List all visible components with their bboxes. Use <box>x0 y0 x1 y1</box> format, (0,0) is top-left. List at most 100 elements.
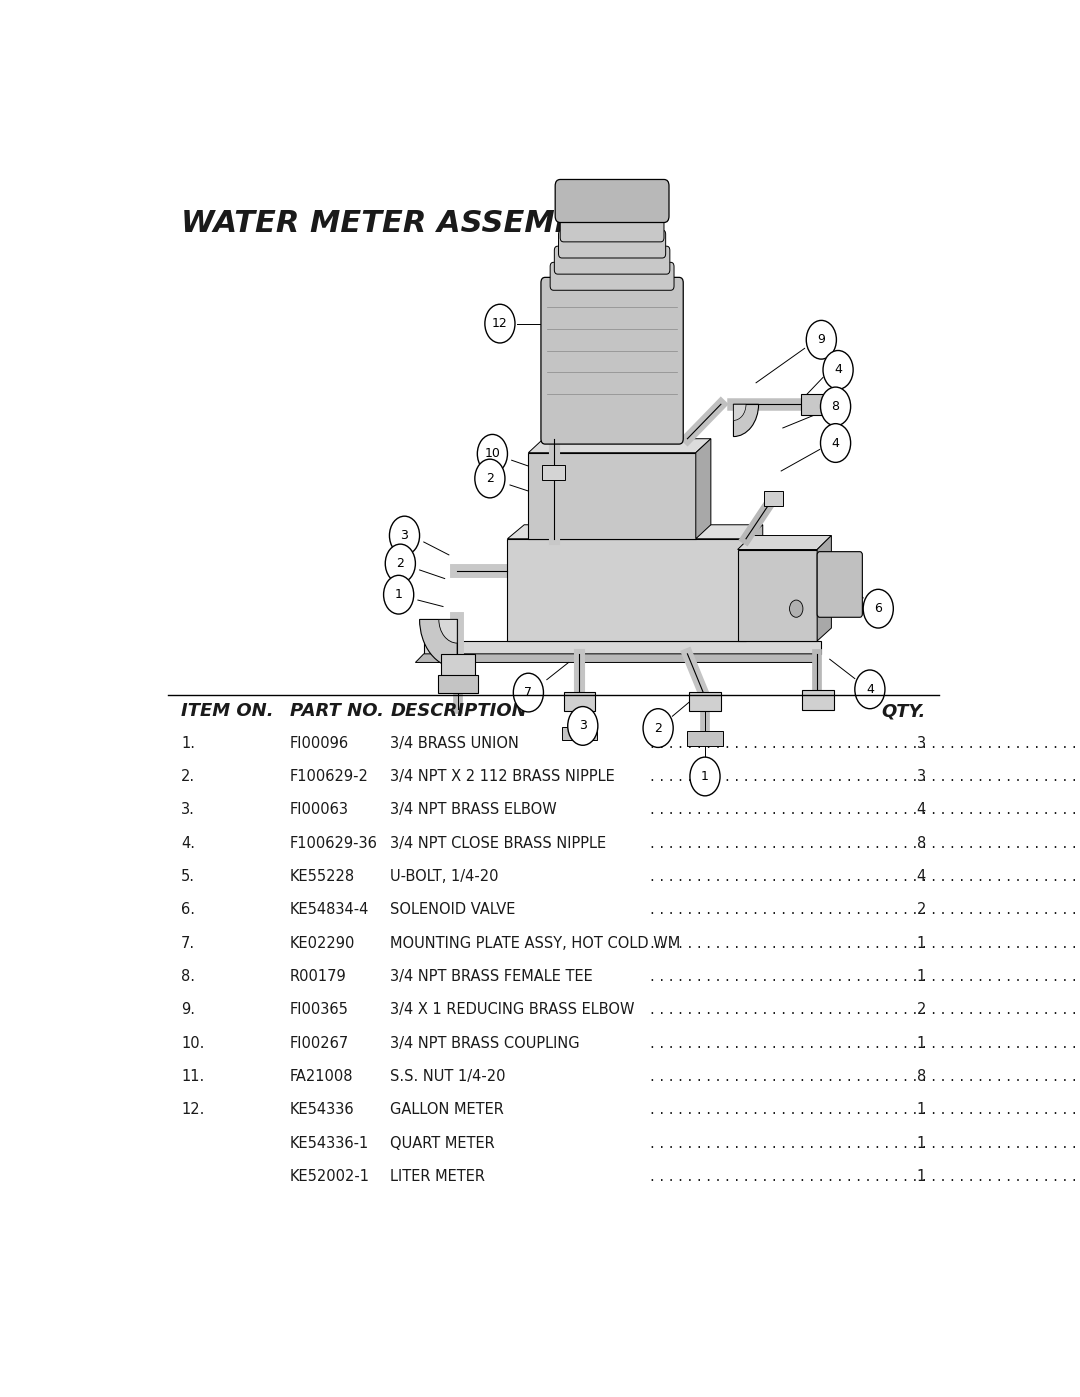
Text: KE02290: KE02290 <box>289 936 355 951</box>
Text: 1: 1 <box>917 1035 926 1051</box>
Text: 8: 8 <box>917 835 926 851</box>
Text: 7: 7 <box>525 686 532 698</box>
Text: 3.: 3. <box>181 802 194 817</box>
Text: 1: 1 <box>917 970 926 983</box>
Circle shape <box>821 423 851 462</box>
Text: 12: 12 <box>492 317 508 330</box>
Text: 4: 4 <box>834 363 842 376</box>
FancyBboxPatch shape <box>689 692 721 711</box>
Text: 1: 1 <box>917 1169 926 1185</box>
FancyBboxPatch shape <box>442 654 475 678</box>
Circle shape <box>821 387 851 426</box>
Circle shape <box>475 460 505 497</box>
Text: . . . . . . . . . . . . . . . . . . . . . . . . . . . . . . . . . . . . . . . . : . . . . . . . . . . . . . . . . . . . . … <box>650 902 1077 918</box>
Text: GALLON METER: GALLON METER <box>390 1102 504 1118</box>
Text: 3/4 BRASS UNION: 3/4 BRASS UNION <box>390 736 519 750</box>
Text: KE54336-1: KE54336-1 <box>289 1136 369 1151</box>
Text: 3/4 NPT BRASS ELBOW: 3/4 NPT BRASS ELBOW <box>390 802 557 817</box>
Text: 5.: 5. <box>181 869 195 884</box>
Wedge shape <box>733 404 758 437</box>
Circle shape <box>789 601 802 617</box>
Circle shape <box>643 708 673 747</box>
Text: 7.: 7. <box>181 936 195 951</box>
Text: 10: 10 <box>485 447 500 460</box>
Text: . . . . . . . . . . . . . . . . . . . . . . . . . . . . . . . . . . . . . . . . : . . . . . . . . . . . . . . . . . . . . … <box>650 835 1077 851</box>
Text: 9.: 9. <box>181 1003 195 1017</box>
FancyBboxPatch shape <box>558 231 665 258</box>
Text: 2: 2 <box>654 722 662 735</box>
FancyBboxPatch shape <box>561 210 664 242</box>
Text: 3/4 NPT BRASS FEMALE TEE: 3/4 NPT BRASS FEMALE TEE <box>390 970 593 983</box>
Wedge shape <box>438 619 457 643</box>
Text: 3/4 NPT BRASS COUPLING: 3/4 NPT BRASS COUPLING <box>390 1035 580 1051</box>
Text: 2: 2 <box>486 472 494 485</box>
Text: KE52002-1: KE52002-1 <box>289 1169 369 1185</box>
FancyBboxPatch shape <box>508 539 746 641</box>
FancyBboxPatch shape <box>541 278 684 444</box>
FancyBboxPatch shape <box>688 731 723 746</box>
Text: 2: 2 <box>917 902 926 918</box>
Text: 4: 4 <box>917 802 926 817</box>
Text: U-BOLT, 1/4-20: U-BOLT, 1/4-20 <box>390 869 499 884</box>
Text: 8.: 8. <box>181 970 195 983</box>
Text: QUART METER: QUART METER <box>390 1136 495 1151</box>
Text: . . . . . . . . . . . . . . . . . . . . . . . . . . . . . . . . . . . . . . . . : . . . . . . . . . . . . . . . . . . . . … <box>650 1136 1077 1151</box>
Text: 2.: 2. <box>181 768 195 784</box>
FancyBboxPatch shape <box>438 675 478 693</box>
Text: 3/4 NPT CLOSE BRASS NIPPLE: 3/4 NPT CLOSE BRASS NIPPLE <box>390 835 606 851</box>
Circle shape <box>383 576 414 615</box>
FancyBboxPatch shape <box>528 453 696 539</box>
Text: . . . . . . . . . . . . . . . . . . . . . . . . . . . . . . . . . . . . . . . . : . . . . . . . . . . . . . . . . . . . . … <box>650 802 1077 817</box>
Text: 11.: 11. <box>181 1069 204 1084</box>
Polygon shape <box>738 535 832 549</box>
Text: 3/4 NPT X 2 112 BRASS NIPPLE: 3/4 NPT X 2 112 BRASS NIPPLE <box>390 768 615 784</box>
Circle shape <box>485 305 515 344</box>
Text: QTY.: QTY. <box>881 703 926 721</box>
Text: FI00365: FI00365 <box>289 1003 349 1017</box>
FancyBboxPatch shape <box>554 246 670 274</box>
Text: . . . . . . . . . . . . . . . . . . . . . . . . . . . . . . . . . . . . . . . . : . . . . . . . . . . . . . . . . . . . . … <box>650 936 1077 951</box>
Text: . . . . . . . . . . . . . . . . . . . . . . . . . . . . . . . . . . . . . . . . : . . . . . . . . . . . . . . . . . . . . … <box>650 970 1077 983</box>
Circle shape <box>513 673 543 712</box>
Wedge shape <box>420 619 457 668</box>
Text: 1: 1 <box>701 770 708 782</box>
Text: LITER METER: LITER METER <box>390 1169 485 1185</box>
Text: 2: 2 <box>917 1003 926 1017</box>
Text: FA21008: FA21008 <box>289 1069 353 1084</box>
Wedge shape <box>733 404 746 420</box>
Text: . . . . . . . . . . . . . . . . . . . . . . . . . . . . . . . . . . . . . . . . : . . . . . . . . . . . . . . . . . . . . … <box>650 736 1077 750</box>
Text: 3: 3 <box>579 719 586 732</box>
Circle shape <box>690 757 720 796</box>
Circle shape <box>477 434 508 474</box>
Polygon shape <box>423 641 821 654</box>
Text: DESCRIPTION: DESCRIPTION <box>390 703 527 721</box>
Text: 6.: 6. <box>181 902 195 918</box>
Text: . . . . . . . . . . . . . . . . . . . . . . . . . . . . . . . . . . . . . . . . : . . . . . . . . . . . . . . . . . . . . … <box>650 1069 1077 1084</box>
FancyBboxPatch shape <box>562 726 597 740</box>
Text: FI00267: FI00267 <box>289 1035 349 1051</box>
Polygon shape <box>696 439 711 539</box>
FancyBboxPatch shape <box>738 549 818 641</box>
Text: 4.: 4. <box>181 835 195 851</box>
Polygon shape <box>528 439 711 453</box>
Circle shape <box>863 590 893 629</box>
Circle shape <box>823 351 853 390</box>
Text: KE54834-4: KE54834-4 <box>289 902 369 918</box>
Text: SOLENOID VALVE: SOLENOID VALVE <box>390 902 515 918</box>
FancyBboxPatch shape <box>765 492 783 507</box>
Text: F100629-2: F100629-2 <box>289 768 368 784</box>
Text: . . . . . . . . . . . . . . . . . . . . . . . . . . . . . . . . . . . . . . . . : . . . . . . . . . . . . . . . . . . . . … <box>650 768 1077 784</box>
Text: 12.: 12. <box>181 1102 204 1118</box>
Text: MOUNTING PLATE ASSY, HOT COLD WM: MOUNTING PLATE ASSY, HOT COLD WM <box>390 936 680 951</box>
FancyBboxPatch shape <box>801 394 826 415</box>
Text: . . . . . . . . . . . . . . . . . . . . . . . . . . . . . . . . . . . . . . . . : . . . . . . . . . . . . . . . . . . . . … <box>650 1169 1077 1185</box>
Text: . . . . . . . . . . . . . . . . . . . . . . . . . . . . . . . . . . . . . . . . : . . . . . . . . . . . . . . . . . . . . … <box>650 1003 1077 1017</box>
FancyBboxPatch shape <box>542 465 565 479</box>
Text: 3/4 X 1 REDUCING BRASS ELBOW: 3/4 X 1 REDUCING BRASS ELBOW <box>390 1003 635 1017</box>
Text: S.S. NUT 1/4-20: S.S. NUT 1/4-20 <box>390 1069 505 1084</box>
Circle shape <box>568 707 598 745</box>
Text: PART NO.: PART NO. <box>289 703 383 721</box>
FancyBboxPatch shape <box>802 690 834 710</box>
Text: 8: 8 <box>832 400 839 414</box>
Text: WATER METER ASSEMBLY: WATER METER ASSEMBLY <box>181 208 615 237</box>
